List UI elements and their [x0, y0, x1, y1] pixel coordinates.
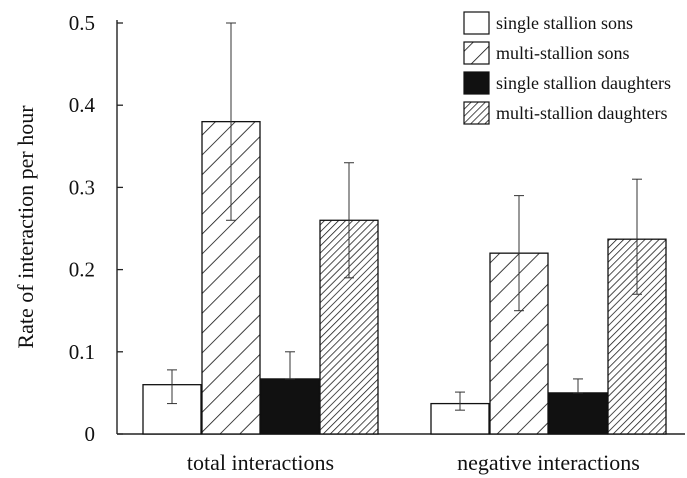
error-bars: [167, 22, 642, 411]
legend-label: multi-stallion daughters: [496, 103, 667, 123]
legend-swatch: [463, 71, 490, 95]
legend-label: single stallion sons: [496, 13, 633, 33]
y-tick-label: 0: [85, 422, 96, 446]
x-category-labels: total interactions negative interactions: [187, 450, 640, 475]
x-category-label: negative interactions: [457, 450, 640, 475]
legend: single stallion sons multi-stallion sons s…: [463, 11, 671, 125]
bars: [142, 120, 667, 435]
legend-swatch: [463, 41, 490, 65]
legend-swatch: [463, 11, 490, 35]
y-axis-title: Rate of interaction per hour: [13, 105, 38, 349]
y-axis: 0 0.1 0.2 0.3 0.4 0.5: [69, 11, 123, 446]
x-axis: total interactions negative interactions: [117, 433, 685, 475]
legend-label: multi-stallion sons: [496, 43, 630, 63]
y-tick-label: 0.2: [69, 258, 95, 282]
y-ticks: 0 0.1 0.2 0.3 0.4 0.5: [69, 11, 123, 446]
y-tick-label: 0.4: [69, 93, 96, 117]
legend-label: single stallion daughters: [496, 73, 671, 93]
y-tick-label: 0.5: [69, 11, 95, 35]
bar: [548, 392, 608, 435]
bar: [260, 378, 320, 435]
y-tick-label: 0.3: [69, 175, 95, 199]
legend-swatch: [463, 101, 490, 125]
x-category-label: total interactions: [187, 450, 334, 475]
y-tick-label: 0.1: [69, 340, 95, 364]
